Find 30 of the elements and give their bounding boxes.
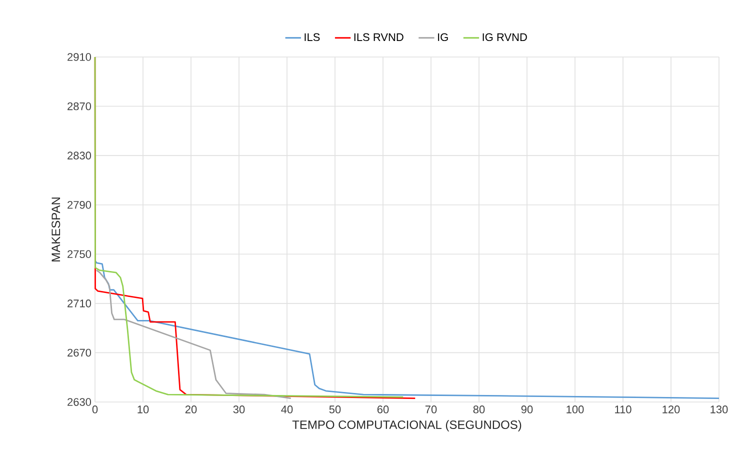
x-tick-label: 130 [710,406,728,414]
x-tick-label: 120 [662,406,680,414]
x-tick-label: 40 [281,406,293,414]
line-series [96,269,292,399]
legend-label: ILS RVND [354,33,404,42]
y-tick-label: 2790 [68,200,92,209]
y-tick-label: 2830 [68,152,92,160]
x-tick-label: 20 [185,406,197,414]
legend-label: IG [438,33,448,42]
x-tick-label: 90 [521,406,533,414]
line-series [94,260,720,399]
legend-label: IG RVND [482,33,527,42]
x-tick-label: 0 [92,406,98,414]
y-tick-label: 2750 [68,250,92,258]
y-tick-label: 2630 [68,398,92,406]
x-tick-label: 70 [425,406,437,414]
y-tick-label: 2910 [68,53,92,61]
x-tick-label: 60 [377,406,389,414]
x-tick-label: 50 [329,406,341,414]
y-axis-title: MAKESPAN [52,198,60,262]
x-tick-label: 80 [473,406,485,414]
x-tick-label: 30 [233,406,245,414]
legend-label: ILS [304,33,320,42]
y-tick-label: 2710 [68,300,92,308]
x-tick-label: 100 [566,406,584,414]
x-axis-title: TEMPO COMPUTACIONAL (SEGUNDOS) [292,420,522,432]
y-tick-label: 2870 [68,102,92,110]
x-tick-label: 10 [138,406,149,414]
y-tick-label: 2670 [68,348,92,357]
x-tick-label: 110 [615,406,632,414]
